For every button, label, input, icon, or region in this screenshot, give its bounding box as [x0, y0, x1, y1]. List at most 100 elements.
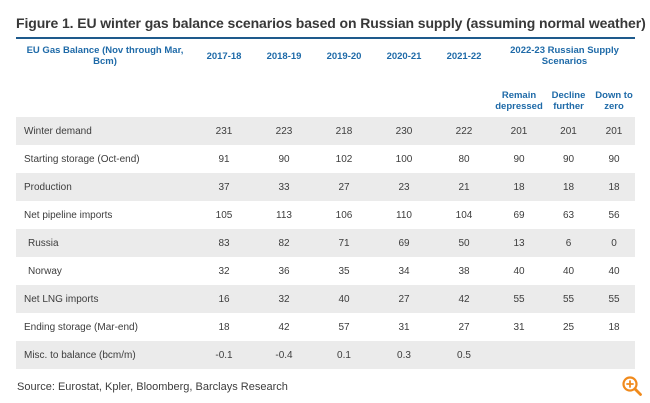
table-cell: 13 — [494, 229, 544, 257]
row-label: Russia — [16, 229, 194, 257]
table-cell: 27 — [434, 313, 494, 341]
table-cell: 0.1 — [314, 341, 374, 369]
table-cell: 83 — [194, 229, 254, 257]
header-row-scenarios: Remain depressed Decline further Down to… — [16, 73, 635, 117]
row-label: Winter demand — [16, 117, 194, 145]
year-header: 2019-20 — [326, 50, 362, 62]
gas-balance-table: EU Gas Balance (Nov through Mar, Bcm) 20… — [16, 39, 636, 369]
table-cell: 40 — [494, 257, 544, 285]
table-cell: 6 — [544, 229, 593, 257]
table-cell: 222 — [434, 117, 494, 145]
table-cell: 91 — [194, 145, 254, 173]
table-cell: 0.3 — [374, 341, 434, 369]
table-row: Norway 32 36 35 34 38 40 40 40 — [16, 257, 636, 285]
year-header: 2018-19 — [266, 50, 302, 62]
table-cell: 90 — [593, 145, 636, 173]
table-row: Net LNG imports 16 32 40 27 42 55 55 55 — [16, 285, 636, 313]
scenario-header: Down to zero — [595, 90, 633, 112]
table-cell: 57 — [314, 313, 374, 341]
table-cell: 27 — [374, 285, 434, 313]
table-cell: 50 — [434, 229, 494, 257]
table-cell: 35 — [314, 257, 374, 285]
table-cell: 218 — [314, 117, 374, 145]
table-cell: 0 — [593, 229, 636, 257]
table-cell: 33 — [254, 173, 314, 201]
zoom-in-icon — [622, 376, 642, 396]
table-cell: 63 — [544, 201, 593, 229]
table-cell — [494, 341, 544, 369]
table-cell: 32 — [194, 257, 254, 285]
table-row: Winter demand 231 223 218 230 222 201 20… — [16, 117, 636, 145]
header-row-years: EU Gas Balance (Nov through Mar, Bcm) 20… — [16, 39, 635, 73]
table-row: Misc. to balance (bcm/m) -0.1 -0.4 0.1 0… — [16, 341, 636, 369]
table-cell: 55 — [593, 285, 636, 313]
title-divider — [16, 37, 635, 39]
table-row: Net pipeline imports 105 113 106 110 104… — [16, 201, 636, 229]
table-cell: 31 — [494, 313, 544, 341]
table-cell: 82 — [254, 229, 314, 257]
table-cell: 36 — [254, 257, 314, 285]
table-cell: 69 — [374, 229, 434, 257]
table-cell: 56 — [593, 201, 636, 229]
table-cell: 106 — [314, 201, 374, 229]
row-label: Net pipeline imports — [16, 201, 194, 229]
table-cell: 100 — [374, 145, 434, 173]
table-row: Production 37 33 27 23 21 18 18 18 — [16, 173, 636, 201]
table-cell: 32 — [254, 285, 314, 313]
table-cell: 23 — [374, 173, 434, 201]
table-cell: 110 — [374, 201, 434, 229]
table-cell: 18 — [593, 173, 636, 201]
table-cell — [593, 341, 636, 369]
table-cell: -0.4 — [254, 341, 314, 369]
scenario-header: Remain depressed — [495, 90, 543, 112]
table-cell: 31 — [374, 313, 434, 341]
table-cell: 42 — [254, 313, 314, 341]
row-label: Net LNG imports — [16, 285, 194, 313]
table-cell: 55 — [494, 285, 544, 313]
table-cell: 40 — [593, 257, 636, 285]
table-cell: 18 — [593, 313, 636, 341]
table-cell: 18 — [194, 313, 254, 341]
table-row: Starting storage (Oct-end) 91 90 102 100… — [16, 145, 636, 173]
table-row: Ending storage (Mar-end) 18 42 57 31 27 … — [16, 313, 636, 341]
table-cell: 104 — [434, 201, 494, 229]
row-label: Misc. to balance (bcm/m) — [16, 341, 194, 369]
table-cell: 38 — [434, 257, 494, 285]
zoom-button[interactable] — [621, 375, 643, 397]
year-header: 2020-21 — [386, 50, 422, 62]
table-cell: 231 — [194, 117, 254, 145]
table-cell: 16 — [194, 285, 254, 313]
row-label: Ending storage (Mar-end) — [16, 313, 194, 341]
year-header: 2017-18 — [206, 50, 242, 62]
table-cell: 18 — [494, 173, 544, 201]
table-cell: 40 — [314, 285, 374, 313]
table-cell: 90 — [494, 145, 544, 173]
table-cell: 102 — [314, 145, 374, 173]
table-cell: -0.1 — [194, 341, 254, 369]
table-cell: 40 — [544, 257, 593, 285]
table-cell: 201 — [494, 117, 544, 145]
table-cell: 113 — [254, 201, 314, 229]
source-note: Source: Eurostat, Kpler, Bloomberg, Barc… — [17, 381, 288, 393]
figure-title: Figure 1. EU winter gas balance scenario… — [16, 15, 646, 31]
table-cell: 90 — [254, 145, 314, 173]
table-cell: 201 — [544, 117, 593, 145]
year-header: 2021-22 — [446, 50, 482, 62]
table-cell: 69 — [494, 201, 544, 229]
table-cell — [544, 341, 593, 369]
label-column-header: EU Gas Balance (Nov through Mar, Bcm) — [26, 45, 184, 67]
row-label: Production — [16, 173, 194, 201]
table-row: Russia 83 82 71 69 50 13 6 0 — [16, 229, 636, 257]
table-cell: 0.5 — [434, 341, 494, 369]
table-cell: 34 — [374, 257, 434, 285]
table-cell: 201 — [593, 117, 636, 145]
table-cell: 21 — [434, 173, 494, 201]
row-label: Norway — [16, 257, 194, 285]
table-cell: 18 — [544, 173, 593, 201]
table-cell: 223 — [254, 117, 314, 145]
table-cell: 71 — [314, 229, 374, 257]
row-label: Starting storage (Oct-end) — [16, 145, 194, 173]
table-cell: 27 — [314, 173, 374, 201]
table-cell: 80 — [434, 145, 494, 173]
table-cell: 42 — [434, 285, 494, 313]
